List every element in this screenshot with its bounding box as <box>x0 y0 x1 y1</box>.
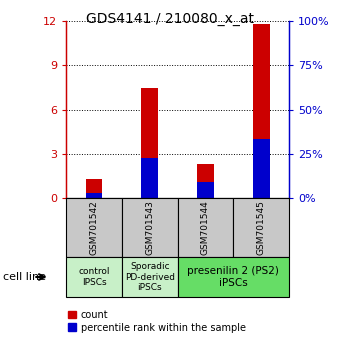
Bar <box>197 182 214 198</box>
Bar <box>253 24 270 198</box>
Bar <box>122 198 178 257</box>
Text: GSM701542: GSM701542 <box>90 200 99 255</box>
Text: presenilin 2 (PS2)
iPSCs: presenilin 2 (PS2) iPSCs <box>187 266 279 288</box>
Bar <box>253 139 270 198</box>
Text: cell line: cell line <box>3 272 46 282</box>
Bar <box>141 159 158 198</box>
Bar <box>178 257 289 297</box>
Bar <box>86 193 102 198</box>
Text: GDS4141 / 210080_x_at: GDS4141 / 210080_x_at <box>86 12 254 27</box>
Bar <box>233 198 289 257</box>
Bar <box>66 257 122 297</box>
Bar <box>141 88 158 198</box>
Bar <box>122 257 178 297</box>
Bar <box>178 198 233 257</box>
Bar <box>197 164 214 198</box>
Legend: count, percentile rank within the sample: count, percentile rank within the sample <box>64 306 250 336</box>
Text: GSM701544: GSM701544 <box>201 200 210 255</box>
Text: GSM701543: GSM701543 <box>145 200 154 255</box>
Bar <box>86 179 102 198</box>
Bar <box>66 198 122 257</box>
Text: Sporadic
PD-derived
iPSCs: Sporadic PD-derived iPSCs <box>125 262 175 292</box>
Text: GSM701545: GSM701545 <box>257 200 266 255</box>
Text: control
IPSCs: control IPSCs <box>79 267 110 287</box>
